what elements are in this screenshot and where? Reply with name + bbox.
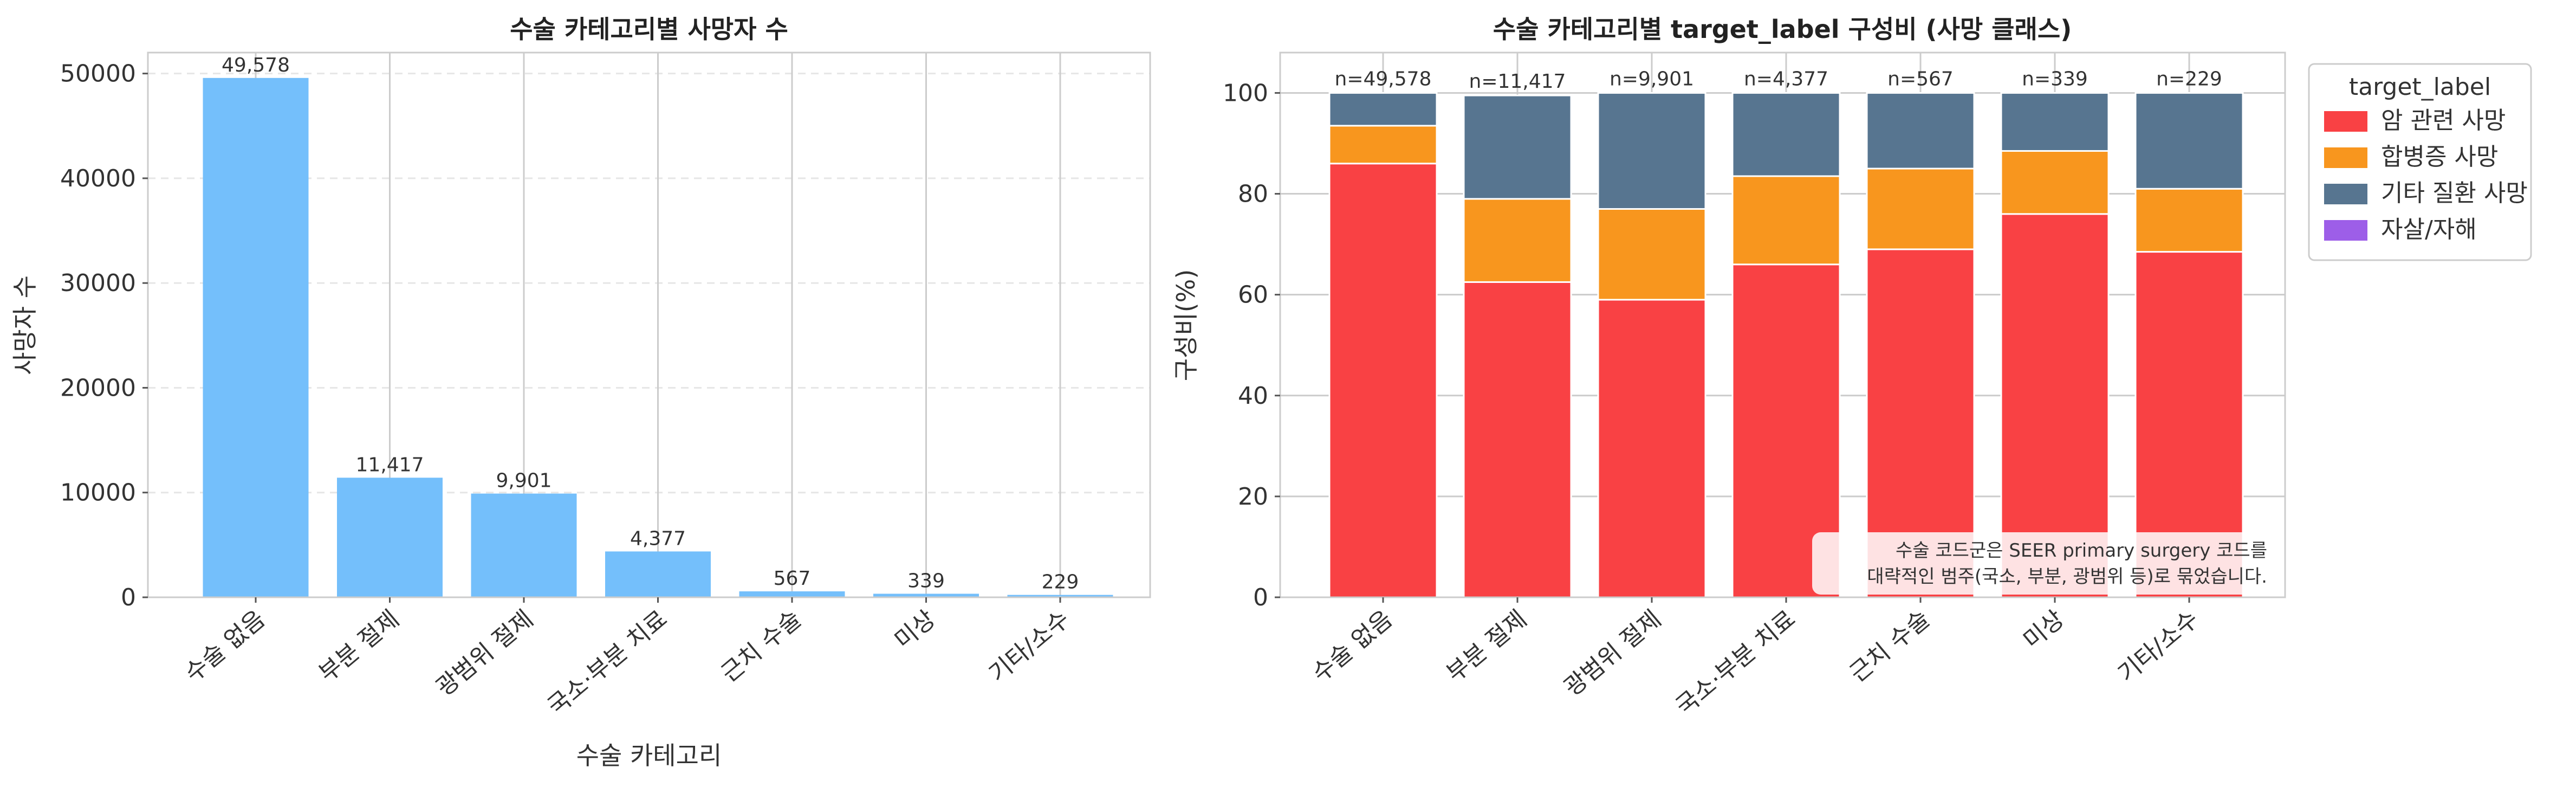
left-bar-value-label: 11,417 (356, 454, 424, 476)
stacked-bar-segment (1463, 198, 1572, 283)
left-y-tick-label: 30000 (60, 269, 136, 297)
stacked-bar-segment (1731, 175, 1841, 266)
stacked-bar-segment (1328, 92, 1438, 127)
right-n-label: n=229 (2156, 68, 2222, 90)
left-plot-area (148, 53, 1150, 597)
left-x-axis-label: 수술 카테고리 (576, 741, 722, 770)
legend-label: 기타 질환 사망 (2381, 179, 2528, 207)
right-n-labels: n=49,578 n=11,417 n=9,901 n=4,377 n=567 n=339… (1335, 68, 2222, 93)
legend-swatch (2324, 111, 2367, 132)
left-y-tick-label: 0 (121, 584, 136, 611)
left-bar (605, 551, 711, 597)
right-x-tick-label: 수술 없음 (1307, 605, 1398, 687)
legend-swatch (2324, 147, 2367, 168)
stacked-bar-segment (1463, 94, 1572, 200)
left-bar-value-label: 4,377 (630, 527, 686, 550)
right-x-tick-label: 광범위 절제 (1559, 605, 1667, 701)
right-y-ticks: 0 20 40 60 80 100 (1223, 79, 1280, 611)
left-bars (203, 78, 1113, 597)
left-y-axis-label: 사망자 수 (10, 275, 40, 375)
right-y-tick-label: 0 (1253, 584, 1268, 611)
right-y-axis-label: 구성비(%) (1171, 269, 1201, 382)
right-plot-frame (1279, 51, 2286, 598)
right-x-ticks: 수술 없음 부분 절제 광범위 절제 국소·부분 치료 근치 수술 미상 기타/소수 (1307, 597, 2204, 721)
right-chart-title: 수술 카테고리별 target_label 구성비 (사망 클래스) (1493, 15, 2072, 44)
stacked-bar-segment (1463, 281, 1572, 598)
legend-title: target_label (2349, 73, 2491, 101)
left-value-labels: 49,578 11,417 9,901 4,377 567 339 229 (222, 54, 1079, 594)
legend-swatch (2324, 220, 2367, 241)
left-plot-frame (147, 51, 1151, 598)
right-x-tick-label: 부분 절제 (1442, 605, 1533, 687)
left-chart-title: 수술 카테고리별 사망자 수 (510, 15, 788, 44)
left-y-ticks: 0 10000 20000 30000 40000 50000 (60, 60, 148, 611)
left-chart-panel: 49,578 11,417 9,901 4,377 567 339 229 0 10000 20… (10, 15, 1151, 770)
legend-label: 자살/자해 (2381, 216, 2477, 243)
stacked-bar-segment (2000, 92, 2110, 152)
right-n-label: n=9,901 (1610, 68, 1694, 90)
right-y-tick-label: 100 (1223, 79, 1268, 107)
left-bar (1007, 595, 1113, 597)
left-bar (337, 478, 443, 597)
left-x-tick-label: 광범위 절제 (431, 605, 539, 701)
right-chart-panel: n=49,578 n=11,417 n=9,901 n=4,377 n=567 n=339… (1171, 15, 2286, 721)
right-y-tick-label: 60 (1238, 281, 1268, 309)
left-x-tick-label: 기타/소수 (984, 605, 1075, 688)
legend-swatch (2324, 184, 2367, 204)
right-n-label: n=567 (1887, 68, 1954, 90)
stacked-bar-segment (2134, 188, 2244, 253)
left-bar-value-label: 567 (774, 567, 811, 590)
stacked-bar-segment (2134, 92, 2244, 190)
stacked-bar-segment (1731, 92, 1841, 177)
left-bar (739, 591, 845, 597)
left-y-tick-label: 20000 (60, 374, 136, 402)
left-bar (873, 594, 979, 597)
left-y-tick-label: 50000 (60, 60, 136, 88)
right-y-tick-label: 20 (1238, 483, 1268, 511)
right-x-tick-label: 근치 수술 (1845, 605, 1936, 687)
left-x-tick-label: 미상 (890, 605, 941, 654)
left-x-tick-label: 수술 없음 (180, 605, 271, 687)
right-y-tick-label: 80 (1238, 180, 1268, 208)
stacked-bar-segment (1597, 92, 1706, 210)
left-x-tick-label: 근치 수술 (716, 605, 807, 687)
right-x-tick-label: 미상 (2018, 605, 2069, 654)
left-bar (203, 78, 309, 597)
legend-label: 암 관련 사망 (2381, 107, 2506, 134)
annotation-background (1812, 532, 2278, 595)
right-n-label: n=339 (2022, 68, 2088, 90)
annotation-line-2: 대략적인 범주(국소, 부분, 광범위 등)로 묶었습니다. (1867, 566, 2267, 588)
right-x-tick-label: 기타/소수 (2113, 605, 2204, 688)
right-n-label: n=4,377 (1744, 68, 1828, 90)
right-n-label: n=11,417 (1469, 70, 1566, 93)
right-x-tick-label: 국소·부분 치료 (1671, 605, 1801, 720)
left-bar (471, 493, 577, 597)
stacked-bar-segment (1597, 299, 1706, 598)
left-y-tick-label: 40000 (60, 165, 136, 192)
right-y-tick-label: 40 (1238, 382, 1268, 410)
stacked-bar-segment (1328, 163, 1438, 598)
left-x-tick-label: 부분 절제 (314, 605, 405, 687)
left-bar-value-label: 339 (907, 570, 945, 592)
stacked-bar-segment (1866, 92, 1975, 170)
stacked-bar-segment (1866, 167, 1975, 250)
left-x-ticks: 수술 없음 부분 절제 광범위 절제 국소·부분 치료 근치 수술 미상 기타/소수 (180, 597, 1075, 721)
stacked-bar-segment (2000, 150, 2110, 215)
right-n-label: n=49,578 (1335, 68, 1432, 90)
annotation-box: 수술 코드군은 SEER primary surgery 코드를 대략적인 범주… (1812, 532, 2278, 595)
left-bar-value-label: 229 (1042, 571, 1079, 594)
legend-label: 합병증 사망 (2381, 143, 2498, 171)
left-y-tick-label: 10000 (60, 479, 136, 507)
stacked-bar-segment (1328, 125, 1438, 165)
annotation-line-1: 수술 코드군은 SEER primary surgery 코드를 (1896, 540, 2267, 562)
left-gridlines (148, 53, 1150, 597)
stacked-bar-segment (1597, 208, 1706, 301)
left-x-tick-label: 국소·부분 치료 (542, 605, 672, 720)
left-bar-value-label: 9,901 (496, 470, 551, 492)
right-stacked-bars (1328, 92, 2244, 598)
left-bar-value-label: 49,578 (222, 54, 290, 76)
